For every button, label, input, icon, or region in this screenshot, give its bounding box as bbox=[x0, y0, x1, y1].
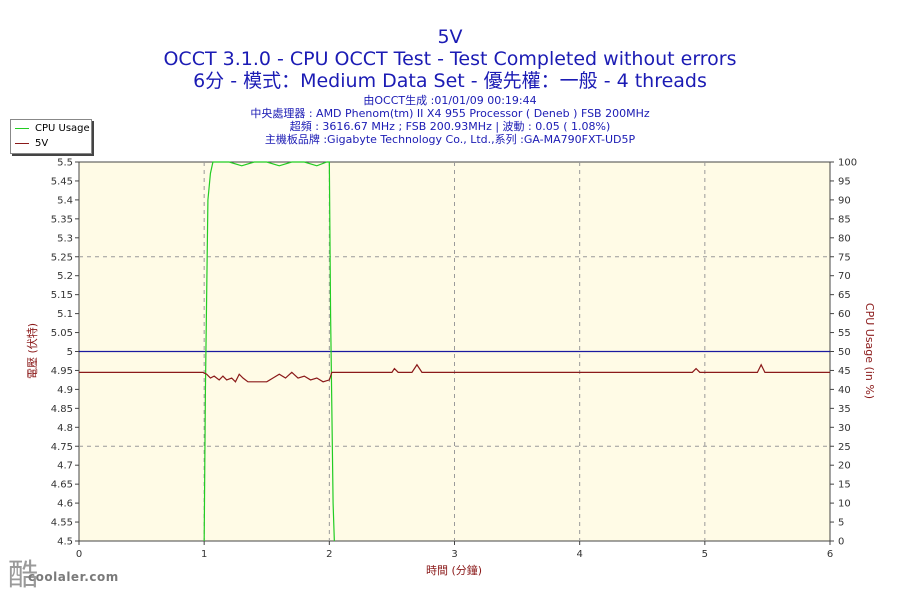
y-axis-left: 4.5 4.55 4.6 4.65 4.7 4.75 4.8 4.85 4.9 4.95 5 5.05… bbox=[51, 158, 79, 548]
y-right-tick-label: 90 bbox=[838, 195, 851, 206]
legend-swatch-cpu-usage bbox=[15, 128, 29, 129]
y-right-tick-label: 55 bbox=[838, 328, 851, 339]
legend-label-cpu-usage: CPU Usage bbox=[35, 123, 90, 134]
x-tick-label: 3 bbox=[451, 549, 457, 560]
y-right-tick-label: 10 bbox=[838, 499, 851, 510]
legend-item-cpu-usage: CPU Usage bbox=[11, 122, 91, 135]
legend-item-5v: 5V bbox=[11, 137, 91, 150]
y-left-tick-label: 4.55 bbox=[51, 518, 73, 529]
y-right-tick-label: 30 bbox=[838, 423, 851, 434]
y-left-tick-label: 4.95 bbox=[51, 366, 73, 377]
y-right-tick-label: 85 bbox=[838, 214, 851, 225]
info-line-cpu: 中央處理器 : AMD Phenom(tm) II X4 955 Process… bbox=[250, 107, 650, 120]
x-axis-label: 時間 (分鐘) bbox=[426, 563, 482, 577]
series-line-5v bbox=[79, 363, 830, 383]
y-left-tick-label: 5.4 bbox=[57, 195, 73, 206]
y-right-tick-label: 95 bbox=[838, 176, 851, 187]
y-left-tick-label: 4.75 bbox=[51, 442, 73, 453]
y-left-tick-label: 5.05 bbox=[51, 328, 73, 339]
y-right-tick-label: 60 bbox=[838, 309, 851, 320]
legend-label-5v: 5V bbox=[35, 138, 49, 149]
y-left-tick-label: 4.65 bbox=[51, 480, 73, 491]
y-right-tick-label: 20 bbox=[838, 461, 851, 472]
y-left-tick-label: 5.1 bbox=[57, 309, 73, 320]
y-right-tick-label: 75 bbox=[838, 252, 851, 263]
y-right-tick-label: 80 bbox=[838, 233, 851, 244]
y-left-tick-label: 4.6 bbox=[57, 499, 73, 510]
y-left-tick-label: 5 bbox=[67, 347, 73, 358]
info-line-overclock: 超頻 : 3616.67 MHz ; FSB 200.93MHz | 波動 : … bbox=[289, 120, 611, 133]
y-right-tick-label: 15 bbox=[838, 480, 851, 491]
y-right-tick-label: 65 bbox=[838, 290, 851, 301]
watermark-glyph: 酷 bbox=[8, 558, 38, 593]
x-tick-label: 2 bbox=[326, 549, 332, 560]
y-right-tick-label: 25 bbox=[838, 442, 851, 453]
info-line-generated: 由OCCT生成 :01/01/09 00:19:44 bbox=[363, 94, 537, 107]
y-left-tick-label: 5.25 bbox=[51, 252, 73, 263]
y-left-tick-label: 5.5 bbox=[57, 158, 73, 169]
y-right-tick-label: 40 bbox=[838, 385, 851, 396]
y-left-tick-label: 5.15 bbox=[51, 290, 73, 301]
x-tick-label: 6 bbox=[827, 549, 833, 560]
y-right-tick-label: 5 bbox=[838, 518, 844, 529]
y-left-tick-label: 5.35 bbox=[51, 214, 73, 225]
y-right-tick-label: 100 bbox=[838, 158, 857, 169]
y-right-tick-label: 50 bbox=[838, 347, 851, 358]
series-lines bbox=[79, 161, 830, 542]
y-right-tick-label: 70 bbox=[838, 271, 851, 282]
x-tick-label: 1 bbox=[201, 549, 207, 560]
y-axis-right: 0 5 10 15 20 25 30 35 40 45 50 55 60 65 70 75 80 85 90 95 10… bbox=[830, 158, 857, 548]
chart-title: 5V bbox=[437, 26, 463, 48]
system-info: 由OCCT生成 :01/01/09 00:19:44 中央處理器 : AMD P… bbox=[0, 94, 900, 146]
info-line-motherboard: 主機板品牌 :Gigabyte Technology Co., Ltd.,系列 … bbox=[264, 133, 636, 146]
watermark-text: coolaler.com bbox=[28, 570, 119, 584]
y-left-tick-label: 5.3 bbox=[57, 233, 73, 244]
series-line-cpu-usage bbox=[203, 161, 335, 542]
y-left-tick-label: 4.5 bbox=[57, 537, 73, 548]
chart-subtitle-1: OCCT 3.1.0 - CPU OCCT Test - Test Comple… bbox=[163, 48, 737, 70]
y-left-tick-label: 5.2 bbox=[57, 271, 73, 282]
y-axis-left-label: 電壓 (伏特) bbox=[25, 323, 39, 379]
plot-area bbox=[78, 161, 831, 542]
watermark: 酷 coolaler.com bbox=[4, 548, 134, 593]
y-left-tick-label: 4.9 bbox=[57, 385, 73, 396]
y-right-tick-label: 0 bbox=[838, 537, 844, 548]
y-right-tick-label: 35 bbox=[838, 404, 851, 415]
y-left-tick-label: 4.85 bbox=[51, 404, 73, 415]
chart-header: 5V OCCT 3.1.0 - CPU OCCT Test - Test Com… bbox=[0, 0, 900, 146]
y-left-tick-label: 4.8 bbox=[57, 423, 73, 434]
y-left-tick-label: 4.7 bbox=[57, 461, 73, 472]
y-axis-right-label: CPU Usage (in %) bbox=[863, 303, 876, 399]
grid-lines bbox=[79, 162, 830, 541]
x-tick-label: 5 bbox=[702, 549, 708, 560]
y-left-tick-label: 5.45 bbox=[51, 176, 73, 187]
chart-subtitle-2: 6分 - 模式：Medium Data Set - 優先權：一般 - 4 thr… bbox=[193, 70, 707, 92]
y-right-tick-label: 45 bbox=[838, 366, 851, 377]
legend-swatch-5v bbox=[15, 143, 29, 144]
x-tick-label: 4 bbox=[576, 549, 582, 560]
chart-legend: CPU Usage 5V bbox=[10, 119, 92, 154]
